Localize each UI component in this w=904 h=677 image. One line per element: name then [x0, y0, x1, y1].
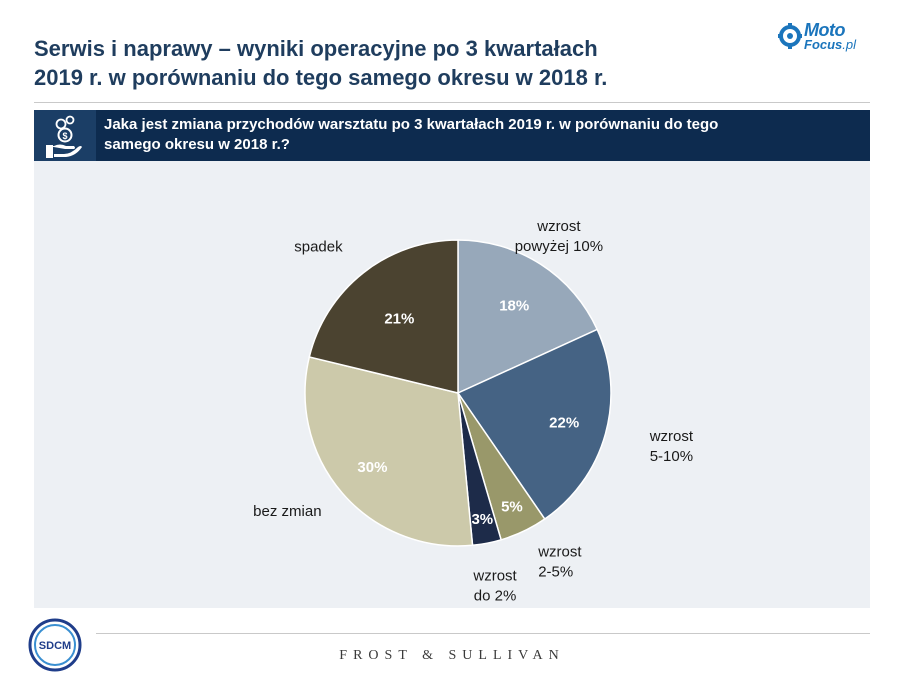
pie-category-label-line: wzrost [537, 544, 582, 561]
sdcm-logo: SDCM [28, 618, 82, 672]
question-bar: $ Jaka jest zmiana przychodów warsztatu … [34, 110, 870, 161]
pie-value-label-wzrost-5-10: 22% [549, 414, 579, 431]
pie-value-label-wzrost-do-2: 3% [471, 511, 493, 528]
chart-panel: 18% wzrost powyżej 10% 22% wzrost 5-10% 5% wzro… [34, 161, 870, 608]
pie-category-label-line: wzrost [472, 567, 517, 584]
motofocus-logo: Moto Focus.pl [778, 20, 878, 54]
brand-focus-word: Focus [804, 37, 843, 52]
pie-value-label-bez-zmian: 30% [357, 459, 387, 476]
page-title-line-1: Serwis i naprawy – wyniki operacyjne po … [34, 36, 598, 61]
question-text-line-2: samego okresu w 2018 r.? [104, 136, 290, 153]
pie-value-label-wzrost-2-5: 5% [501, 498, 523, 515]
brand-focus-text: Focus.pl [804, 37, 856, 52]
pie-value-label-spadek: 21% [384, 310, 414, 327]
pie-category-label-line: bez zmian [253, 503, 321, 520]
pie-category-label-bez-zmian: bez zmian [253, 503, 321, 520]
sdcm-logo-text: SDCM [39, 640, 71, 652]
pie-category-label-spadek: spadek [294, 238, 343, 255]
footer-divider [96, 633, 870, 634]
svg-text:$: $ [62, 131, 67, 141]
pie-category-label-line: wzrost [536, 218, 581, 235]
pie-value-label-wzrost-powy-ej-10: 18% [499, 297, 529, 314]
question-text: Jaka jest zmiana przychodów warsztatu po… [104, 115, 854, 155]
gear-icon [778, 23, 802, 49]
question-icon-box: $ [34, 110, 96, 161]
page-title: Serwis i naprawy – wyniki operacyjne po … [34, 34, 754, 92]
pie-slice-wzrost-powy-ej-10 [457, 239, 599, 395]
page-title-line-2: 2019 r. w porównaniu do tego samego okre… [34, 65, 608, 90]
pie-category-label-line: 2-5% [538, 564, 573, 581]
pie-slice-bez-zmian [304, 356, 474, 547]
pie-category-label-wzrost-do-2: wzrost do 2% [472, 567, 517, 604]
pie-category-label-line: spadek [294, 238, 343, 255]
pie-category-label-line: wzrost [649, 428, 694, 445]
brand-tld: .pl [842, 37, 857, 52]
pie-category-label-line: do 2% [474, 587, 517, 604]
pie-chart: 18% wzrost powyżej 10% 22% wzrost 5-10% 5% wzro… [253, 218, 694, 604]
pie-category-label-wzrost-powy-ej-10: wzrost powyżej 10% [515, 218, 603, 255]
pie-slice-spadek [308, 239, 459, 394]
title-divider [34, 102, 870, 103]
pie-slice-wzrost-5-10 [456, 328, 612, 521]
question-text-line-1: Jaka jest zmiana przychodów warsztatu po… [104, 116, 719, 133]
pie-category-label-line: powyżej 10% [515, 238, 603, 255]
pie-category-label-wzrost-5-10: wzrost 5-10% [649, 428, 694, 465]
brand-moto-text: Moto [804, 20, 845, 40]
pie-category-label-wzrost-2-5: wzrost 2-5% [537, 544, 582, 581]
pie-category-label-line: 5-10% [650, 448, 693, 465]
money-hand-icon: $ [46, 115, 82, 158]
frost-sullivan-logo: FROST & SULLIVAN [339, 648, 565, 663]
